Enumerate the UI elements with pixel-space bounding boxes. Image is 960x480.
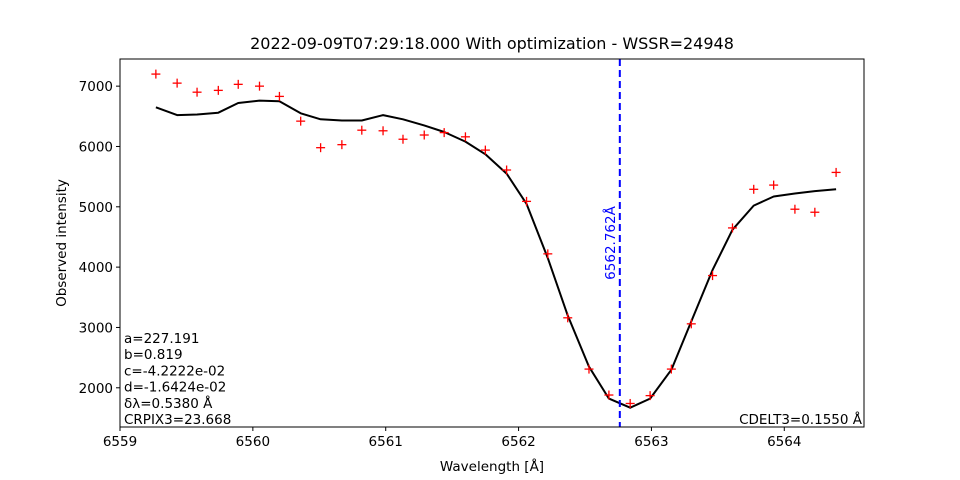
fit-parameter-line: CRPIX3=23.668 <box>124 412 231 428</box>
x-tick-label: 6561 <box>369 434 403 450</box>
observed-point <box>543 249 553 259</box>
observed-point <box>233 79 243 89</box>
observed-point <box>337 140 347 150</box>
observed-point <box>439 128 449 138</box>
x-tick-label: 6562 <box>501 434 535 450</box>
y-tick-label: 4000 <box>79 260 113 276</box>
observed-point <box>172 78 182 88</box>
observed-point <box>378 126 388 136</box>
observed-point <box>625 398 635 408</box>
observed-point <box>749 184 759 194</box>
observed-point <box>769 180 779 190</box>
chart-title: 2022-09-09T07:29:18.000 With optimizatio… <box>250 34 734 53</box>
observed-point <box>274 91 284 101</box>
axes-ticks: 6559 6560 6561 6562 6563 6564 2000 3000 4000 5000… <box>79 79 802 450</box>
x-tick-label: 6563 <box>634 434 668 450</box>
observed-point <box>727 223 737 233</box>
fit-parameter-line: b=0.819 <box>124 347 183 363</box>
x-tick-label: 6560 <box>236 434 270 450</box>
observed-point <box>296 116 306 126</box>
observed-point <box>316 143 326 153</box>
plot-frame <box>119 58 865 428</box>
observed-point <box>831 167 841 177</box>
observed-point <box>604 390 614 400</box>
observed-point <box>460 132 470 142</box>
observed-point <box>522 196 532 206</box>
observed-point <box>357 125 367 135</box>
fit-parameters: a=227.191b=0.819c=-4.2222e-02d=-1.6424e-… <box>124 331 231 428</box>
y-tick-label: 7000 <box>79 79 113 95</box>
observed-point <box>686 319 696 329</box>
observed-point <box>645 391 655 401</box>
y-tick-label: 6000 <box>79 139 113 155</box>
center-wavelength-label: 6562.762Å <box>602 205 619 279</box>
observed-point <box>584 364 594 374</box>
fit-parameter-line: c=-4.2222e-02 <box>124 363 225 379</box>
observed-point <box>213 85 223 95</box>
observed-point <box>708 271 718 281</box>
observed-point <box>192 87 202 97</box>
observed-point <box>563 313 573 323</box>
fit-line <box>155 99 837 409</box>
fit-parameter-line: d=-1.6424e-02 <box>124 380 226 396</box>
observed-point <box>790 204 800 214</box>
x-axis-label: Wavelength [Å] <box>440 458 544 475</box>
observed-point <box>419 130 429 140</box>
y-axis-label: Observed intensity <box>54 179 70 307</box>
fit-parameter-line: δλ=0.5380 Å <box>124 395 213 412</box>
observed-point <box>480 145 490 155</box>
observed-point <box>398 134 408 144</box>
observed-point <box>502 165 512 175</box>
x-tick-label: 6559 <box>103 434 137 450</box>
y-tick-label: 3000 <box>79 320 113 336</box>
observed-point <box>151 69 161 79</box>
observed-point <box>810 207 820 217</box>
plot-content: 6562.762Å <box>151 59 841 427</box>
x-tick-label: 6564 <box>767 434 801 450</box>
observed-point <box>666 364 676 374</box>
y-tick-label: 2000 <box>79 381 113 397</box>
cdelt3-annotation: CDELT3=0.1550 Å <box>739 411 863 428</box>
observed-point <box>255 81 264 91</box>
y-tick-label: 5000 <box>79 200 113 216</box>
fit-parameter-line: a=227.191 <box>124 331 199 347</box>
